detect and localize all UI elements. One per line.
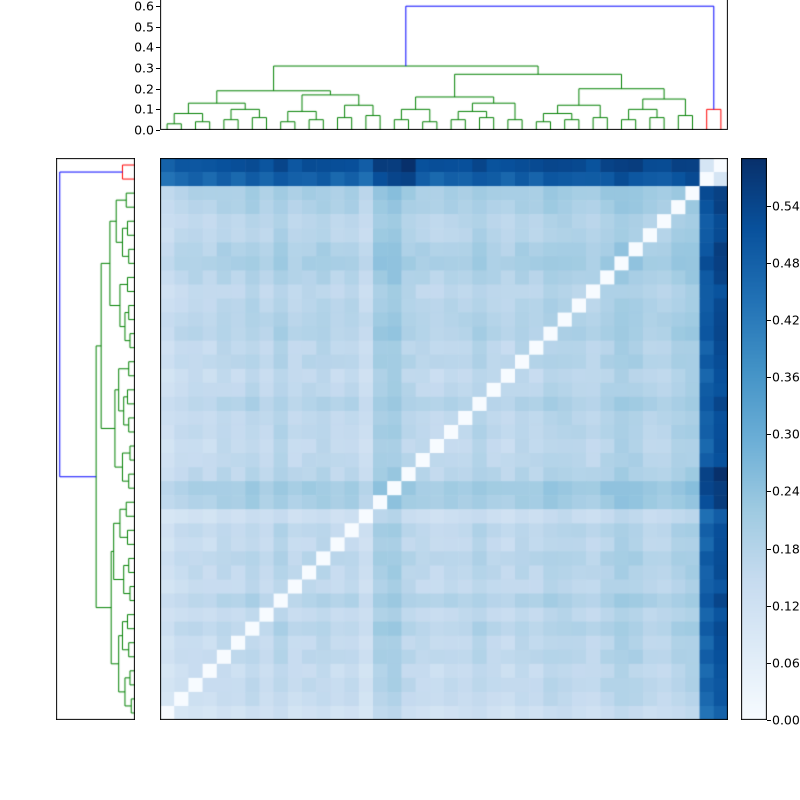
axis-tick-label: 0.30 <box>772 426 800 442</box>
colorbar-panel <box>741 158 767 720</box>
axis-tick-label: 0.2 <box>134 81 154 97</box>
left-dendrogram-canvas <box>56 158 135 720</box>
axis-tick-mark <box>156 130 160 131</box>
axis-tick-mark <box>156 88 160 90</box>
axis-tick-label: 0.54 <box>772 198 800 214</box>
axis-tick-mark <box>767 491 771 493</box>
axis-tick-mark <box>767 720 771 721</box>
axis-tick-mark <box>156 47 160 49</box>
axis-tick-label: 0.00 <box>772 712 800 728</box>
left-dendrogram-panel <box>56 158 135 720</box>
axis-tick-label: 0.18 <box>772 541 800 557</box>
distance-matrix-heatmap <box>160 158 728 720</box>
axis-tick-mark <box>767 548 771 550</box>
axis-tick-label: 0.48 <box>772 255 800 271</box>
axis-tick-mark <box>767 377 771 379</box>
heatmap-panel <box>160 158 728 720</box>
axis-tick-mark <box>156 6 160 8</box>
axis-tick-label: 0.4 <box>134 39 154 55</box>
axis-tick-mark <box>767 262 771 264</box>
axis-tick-mark <box>767 434 771 436</box>
axis-tick-label: 0.36 <box>772 369 800 385</box>
axis-tick-mark <box>156 26 160 28</box>
axis-tick-label: 0.24 <box>772 483 800 499</box>
axis-tick-mark <box>767 205 771 207</box>
axis-tick-mark <box>767 319 771 321</box>
axis-tick-label: 0.12 <box>772 598 800 614</box>
top-dendrogram-panel <box>160 0 728 130</box>
axis-tick-label: 0.5 <box>134 19 154 35</box>
axis-tick-label: 0.42 <box>772 312 800 328</box>
axis-tick-mark <box>767 605 771 607</box>
axis-tick-label: 0.6 <box>134 0 154 14</box>
axis-tick-label: 0.06 <box>772 655 800 671</box>
colorbar <box>741 158 767 720</box>
axis-tick-label: 0.3 <box>134 60 154 76</box>
axis-tick-mark <box>156 109 160 111</box>
axis-tick-mark <box>156 68 160 70</box>
axis-tick-label: 0.0 <box>134 122 154 138</box>
axis-tick-label: 0.1 <box>134 101 154 117</box>
top-dendrogram-canvas <box>160 0 728 130</box>
axis-tick-mark <box>767 662 771 664</box>
